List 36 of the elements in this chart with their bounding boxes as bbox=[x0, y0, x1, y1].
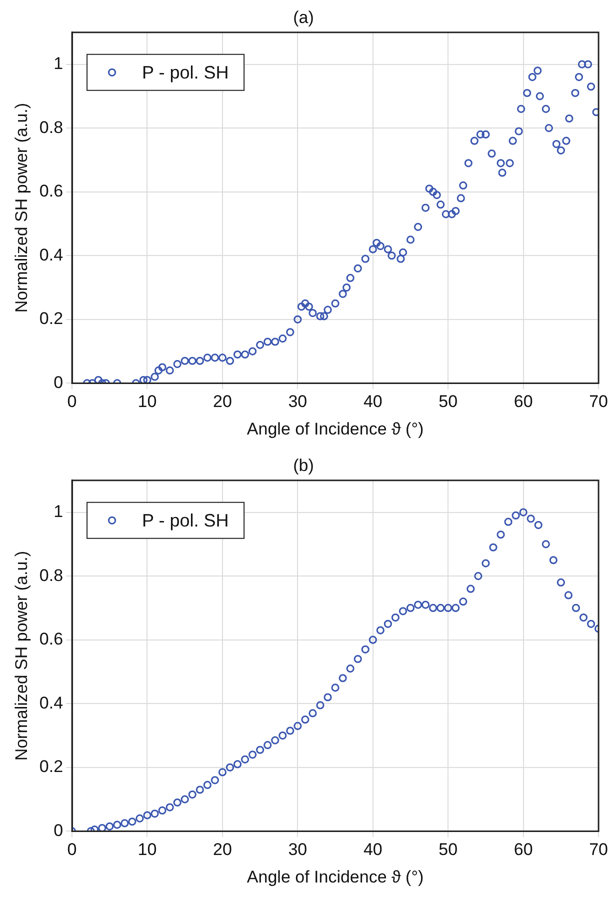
x-tick-label: 10 bbox=[138, 840, 157, 860]
x-tick-label: 0 bbox=[67, 392, 77, 412]
legend-label: P - pol. SH bbox=[142, 510, 229, 530]
y-tick-label: 0.4 bbox=[39, 245, 64, 264]
y-axis-title: Normalized SH power (a.u.) bbox=[12, 550, 31, 761]
x-tick-label: 10 bbox=[138, 392, 157, 412]
x-tick-label: 30 bbox=[288, 392, 308, 412]
chart-title: (a) bbox=[293, 8, 314, 27]
y-axis-title: Normalized SH power (a.u.) bbox=[12, 102, 31, 313]
x-tick-label: 60 bbox=[514, 840, 533, 860]
y-tick-label: 0.8 bbox=[39, 566, 64, 585]
y-tick-label: 0.6 bbox=[39, 182, 64, 201]
x-tick-label: 40 bbox=[363, 392, 382, 412]
x-axis-title: Angle of Incidence ϑ (°) bbox=[246, 419, 424, 438]
x-tick-label: 20 bbox=[213, 392, 232, 412]
y-tick-label: 0.2 bbox=[39, 757, 64, 776]
y-tick-label: 0.2 bbox=[39, 309, 64, 328]
y-tick-label: 0.6 bbox=[39, 630, 64, 649]
y-tick-label: 1 bbox=[54, 502, 64, 521]
x-axis-title: Angle of Incidence ϑ (°) bbox=[246, 867, 424, 886]
y-tick-label: 1 bbox=[54, 54, 64, 73]
x-tick-label: 40 bbox=[363, 840, 382, 860]
x-tick-label: 50 bbox=[438, 840, 458, 860]
x-tick-label: 20 bbox=[213, 840, 232, 860]
y-tick-label: 0 bbox=[54, 820, 64, 840]
y-tick-label: 0.4 bbox=[39, 693, 64, 712]
chart-title: (b) bbox=[293, 456, 314, 475]
x-tick-label: 70 bbox=[589, 840, 608, 860]
y-tick-label: 0.8 bbox=[39, 118, 64, 137]
x-tick-label: 30 bbox=[288, 840, 308, 860]
x-tick-label: 60 bbox=[514, 392, 533, 412]
x-tick-label: 70 bbox=[589, 392, 608, 412]
x-tick-label: 0 bbox=[67, 840, 77, 860]
legend-label: P - pol. SH bbox=[142, 62, 229, 82]
y-tick-label: 0 bbox=[54, 372, 64, 392]
x-tick-label: 50 bbox=[438, 392, 458, 412]
